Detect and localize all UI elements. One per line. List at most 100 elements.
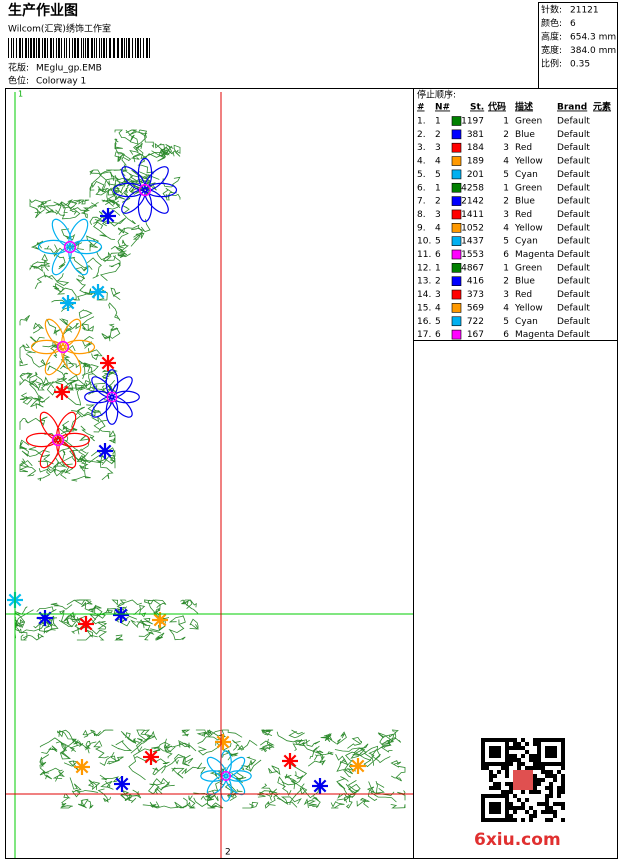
column-header: 描述 [515, 101, 533, 113]
qr-module [513, 818, 517, 822]
cell: 167 [467, 330, 484, 340]
bar [128, 38, 130, 58]
stitch [168, 615, 186, 625]
stitch [37, 468, 51, 482]
qr-module [489, 778, 493, 782]
qr-module [481, 738, 485, 742]
stitch [209, 771, 220, 780]
stitch [133, 604, 147, 618]
qr-module [481, 818, 485, 822]
stitch [93, 419, 116, 438]
stitch [136, 735, 152, 753]
stitch [57, 729, 75, 743]
cell: Default [557, 143, 590, 153]
cell: 5 [435, 170, 441, 180]
petal [30, 339, 63, 355]
qr-module [549, 750, 553, 754]
bar [121, 38, 123, 58]
petal [225, 756, 246, 777]
qr-module [481, 762, 485, 766]
qr-module [553, 754, 557, 758]
column-header: # [417, 103, 425, 113]
qr-module [525, 810, 529, 814]
qr-module [513, 742, 517, 746]
stitch [56, 449, 66, 467]
cell: 1 [503, 117, 509, 127]
stitch [240, 761, 255, 772]
color-swatch [451, 142, 462, 153]
qr-module [549, 738, 553, 742]
qr-module [537, 738, 541, 742]
stitch [69, 202, 99, 212]
qr-module [517, 746, 521, 750]
qr-module [529, 806, 533, 810]
bar [22, 38, 23, 58]
qr-module [521, 746, 525, 750]
qr-module [497, 786, 501, 790]
star-stitch [44, 611, 52, 619]
stitch [130, 232, 145, 247]
qr-module [517, 758, 521, 762]
cell: 6 [435, 250, 441, 260]
stitch [97, 788, 111, 803]
qr-module [497, 794, 501, 798]
stitch [62, 344, 76, 368]
petal [61, 347, 82, 376]
cell: 189 [467, 157, 484, 167]
qr-module [505, 806, 509, 810]
stitch [84, 740, 97, 751]
cell: 2 [435, 277, 441, 287]
qr-module [533, 786, 537, 790]
qr-module [485, 818, 489, 822]
qr-module [517, 798, 521, 802]
qr-module [501, 790, 505, 794]
cell: 1197 [461, 117, 484, 127]
qr-module [509, 762, 513, 766]
qr-module [537, 758, 541, 762]
cell: Red [515, 143, 532, 153]
cell: 3. [417, 143, 426, 153]
qr-module [493, 738, 497, 742]
cell: 1 [503, 263, 509, 273]
qr-module [553, 738, 557, 742]
qr-module [521, 762, 525, 766]
info-label: 颜色: [541, 17, 562, 29]
qr-module [537, 802, 541, 806]
qr-module [489, 738, 493, 742]
cell: 12. [417, 263, 431, 273]
qr-module [549, 790, 553, 794]
stitch [390, 804, 406, 809]
stitch [246, 756, 262, 773]
stitch [264, 793, 280, 809]
stitch [114, 634, 124, 641]
cell: 7. [417, 197, 426, 207]
cell: Magenta [515, 250, 554, 260]
color-swatch [451, 289, 462, 300]
stitch [59, 742, 70, 759]
stitch [378, 733, 394, 749]
cell: 3 [503, 290, 509, 300]
title: 生产作业图 [8, 2, 78, 19]
qr-module [541, 802, 545, 806]
qr-module [545, 770, 549, 774]
stitch [189, 801, 196, 809]
cell: 4 [435, 157, 441, 167]
qr-module [493, 774, 497, 778]
stitch [118, 239, 129, 252]
stitch [131, 218, 151, 233]
stitch [76, 277, 93, 295]
qr-module [545, 810, 549, 814]
qr-module [533, 738, 537, 742]
stitch [80, 425, 95, 442]
stitch [377, 729, 399, 742]
qr-module [493, 782, 497, 786]
color-swatch [451, 249, 462, 260]
cell: 416 [467, 277, 484, 287]
petal [51, 247, 72, 276]
stitch [61, 228, 76, 241]
cell: 5 [435, 317, 441, 327]
frame [5, 88, 618, 859]
qr-module [497, 802, 501, 806]
qr-module [485, 762, 489, 766]
bar [11, 38, 12, 58]
